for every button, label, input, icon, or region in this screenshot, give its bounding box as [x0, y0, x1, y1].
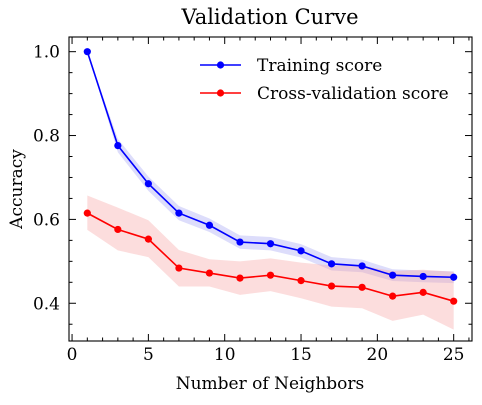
y-tick-label-2: 0.8 [33, 127, 60, 147]
series-0-point-5 [236, 238, 244, 246]
legend-label-0: Training score [257, 56, 382, 76]
y-tick-label-0: 0.4 [33, 294, 60, 314]
series-1-point-6 [266, 271, 275, 279]
series-1-point-7 [297, 277, 305, 285]
x-tick-label-4: 20 [367, 345, 389, 365]
confidence-bands [87, 51, 454, 330]
x-axis-label: Number of Neighbors [176, 374, 365, 394]
series-1-point-3 [175, 264, 183, 272]
series-1-point-0 [83, 209, 91, 217]
x-tick-label-3: 15 [290, 345, 312, 365]
x-tick-label-1: 5 [143, 345, 154, 365]
legend-label-1: Cross-validation score [257, 84, 449, 104]
y-tick-label-3: 1.0 [33, 43, 60, 63]
series-0-point-11 [419, 272, 427, 281]
series-1-point-8 [327, 282, 336, 290]
series-0-point-9 [358, 262, 366, 270]
series-1-point-5 [236, 274, 244, 282]
legend-marker-1 [216, 89, 225, 97]
y-axis-label: Accuracy [7, 149, 27, 230]
series-1-band [87, 195, 454, 330]
series-1-point-1 [114, 225, 122, 234]
series-0-point-1 [114, 142, 122, 150]
series-points [83, 48, 458, 305]
series-0-point-12 [450, 273, 458, 281]
series-0-point-4 [205, 221, 214, 229]
x-tick-label-2: 10 [214, 345, 236, 365]
series-1-point-2 [144, 235, 152, 243]
series-1-point-11 [419, 288, 427, 296]
series-1-point-12 [450, 297, 458, 305]
legend: Training score Cross-validation score [200, 56, 449, 104]
chart-title: Validation Curve [180, 5, 358, 29]
series-0-point-8 [327, 260, 336, 268]
series-0-point-7 [297, 247, 305, 255]
series-0-point-10 [389, 271, 397, 279]
series-0-point-2 [144, 180, 152, 188]
series-0-point-6 [266, 240, 275, 248]
y-tick-label-1: 0.6 [33, 210, 60, 230]
series-1-point-4 [205, 269, 214, 277]
x-tick-label-5: 25 [443, 345, 465, 365]
series-0-point-0 [83, 48, 91, 56]
series-1-point-10 [389, 292, 397, 300]
series-0-point-3 [175, 209, 183, 217]
series-1-point-9 [358, 283, 366, 291]
axes-frame: 0 5 10 15 20 25 0.4 0.6 0.8 1.0 [33, 36, 473, 365]
legend-marker-0 [216, 61, 225, 69]
x-tick-label-0: 0 [67, 345, 78, 365]
